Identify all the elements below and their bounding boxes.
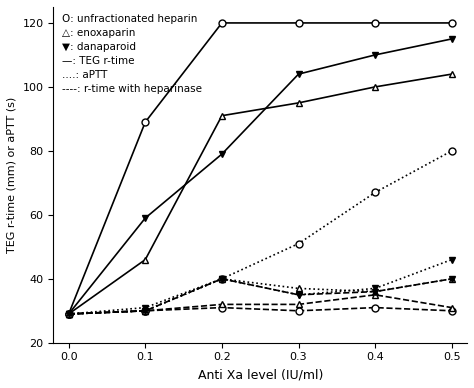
Text: O: unfractionated heparin
△: enoxaparin
▼: danaparoid
—: TEG r-time
....: aPTT
-: O: unfractionated heparin △: enoxaparin … xyxy=(62,14,201,94)
Y-axis label: TEG r-time (mm) or aPTT (s): TEG r-time (mm) or aPTT (s) xyxy=(7,97,17,253)
X-axis label: Anti Xa level (IU/ml): Anti Xa level (IU/ml) xyxy=(198,368,323,381)
